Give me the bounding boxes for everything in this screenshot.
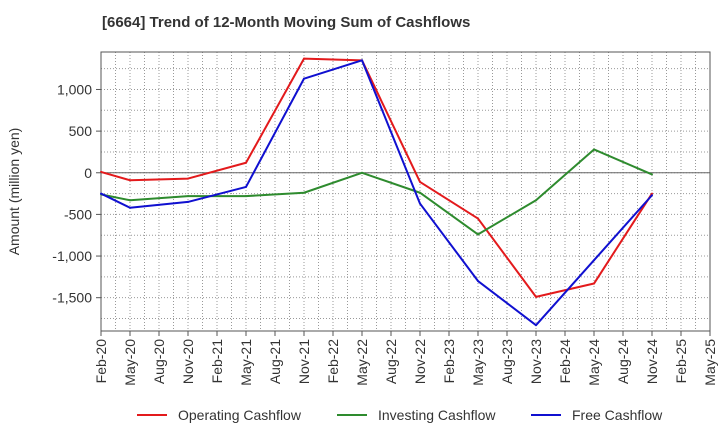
data-point-free-cashflow <box>419 202 421 205</box>
series-line-investing-cashflow <box>100 148 653 236</box>
plot-area <box>100 51 711 332</box>
data-point-operating-cashflow <box>535 295 537 298</box>
data-point-investing-cashflow <box>129 199 131 202</box>
x-tick-label: Aug-21 <box>267 339 283 384</box>
x-tick-label: May-22 <box>354 339 370 386</box>
x-tick-label: Aug-24 <box>615 339 631 384</box>
x-tick-label: Feb-23 <box>441 339 457 384</box>
data-point-investing-cashflow <box>187 195 189 198</box>
data-point-free-cashflow <box>361 59 363 62</box>
data-point-investing-cashflow <box>535 199 537 202</box>
data-point-free-cashflow <box>100 192 102 195</box>
y-axis-label: Amount (million yen) <box>6 128 22 256</box>
data-point-free-cashflow <box>651 194 653 197</box>
data-point-free-cashflow <box>593 259 595 262</box>
y-tick-label: 0 <box>84 165 92 181</box>
data-point-free-cashflow <box>245 185 247 188</box>
x-tick-label: Feb-21 <box>209 339 225 384</box>
x-tick-label: Aug-22 <box>383 339 399 384</box>
y-tick-label: -1,500 <box>52 290 92 306</box>
x-tick-label: Feb-20 <box>93 339 109 384</box>
data-point-free-cashflow <box>187 200 189 203</box>
data-point-operating-cashflow <box>419 180 421 183</box>
x-tick-label: Feb-25 <box>673 339 689 384</box>
x-tick-label: Nov-21 <box>296 339 312 384</box>
x-tick-label: Nov-22 <box>412 339 428 384</box>
data-point-free-cashflow <box>303 77 305 80</box>
x-tick-label: Feb-24 <box>557 339 573 384</box>
x-tick-label: Aug-23 <box>499 339 515 384</box>
data-point-free-cashflow <box>129 206 131 209</box>
legend-label-free-cashflow: Free Cashflow <box>572 407 663 423</box>
x-tick-label: May-23 <box>470 339 486 386</box>
y-tick-label: -500 <box>64 206 92 222</box>
legend-label-investing-cashflow: Investing Cashflow <box>378 407 496 423</box>
x-tick-label: May-24 <box>586 339 602 386</box>
grid <box>100 52 711 331</box>
data-point-investing-cashflow <box>651 173 653 176</box>
x-axis-ticks: Feb-20 May-20 Aug-20 Nov-20 Feb-21 May-21 Aug-… <box>93 331 718 386</box>
legend: Operating Cashflow Investing Cashflow Free… <box>137 407 663 423</box>
data-point-operating-cashflow <box>129 179 131 182</box>
data-point-investing-cashflow <box>245 195 247 198</box>
y-axis-ticks: -1,500 -1,000 -500 0 500 1,000 <box>52 81 101 306</box>
data-point-investing-cashflow <box>477 233 479 236</box>
data-point-operating-cashflow <box>245 161 247 164</box>
y-tick-label: -1,000 <box>52 248 92 264</box>
data-point-operating-cashflow <box>477 217 479 220</box>
data-point-investing-cashflow <box>361 171 363 174</box>
data-point-free-cashflow <box>535 324 537 327</box>
data-point-free-cashflow <box>477 280 479 283</box>
legend-label-operating-cashflow: Operating Cashflow <box>178 407 302 423</box>
x-tick-label: May-21 <box>238 339 254 386</box>
data-point-operating-cashflow <box>187 177 189 180</box>
x-tick-label: Feb-22 <box>325 339 341 384</box>
chart-title: [6664] Trend of 12-Month Moving Sum of C… <box>102 14 471 31</box>
y-tick-label: 1,000 <box>57 81 92 97</box>
data-point-operating-cashflow <box>651 192 653 195</box>
data-point-investing-cashflow <box>419 191 421 194</box>
x-tick-label: Aug-20 <box>151 339 167 384</box>
data-point-operating-cashflow <box>303 57 305 60</box>
x-tick-label: Nov-20 <box>180 339 196 384</box>
x-tick-label: May-20 <box>122 339 138 386</box>
series-lines <box>100 57 653 327</box>
x-tick-label: Nov-23 <box>528 339 544 384</box>
x-tick-label: May-25 <box>702 339 718 386</box>
x-tick-label: Nov-24 <box>644 339 660 384</box>
y-tick-label: 500 <box>69 123 93 139</box>
data-point-operating-cashflow <box>593 282 595 285</box>
data-point-investing-cashflow <box>593 148 595 151</box>
data-point-investing-cashflow <box>303 191 305 194</box>
